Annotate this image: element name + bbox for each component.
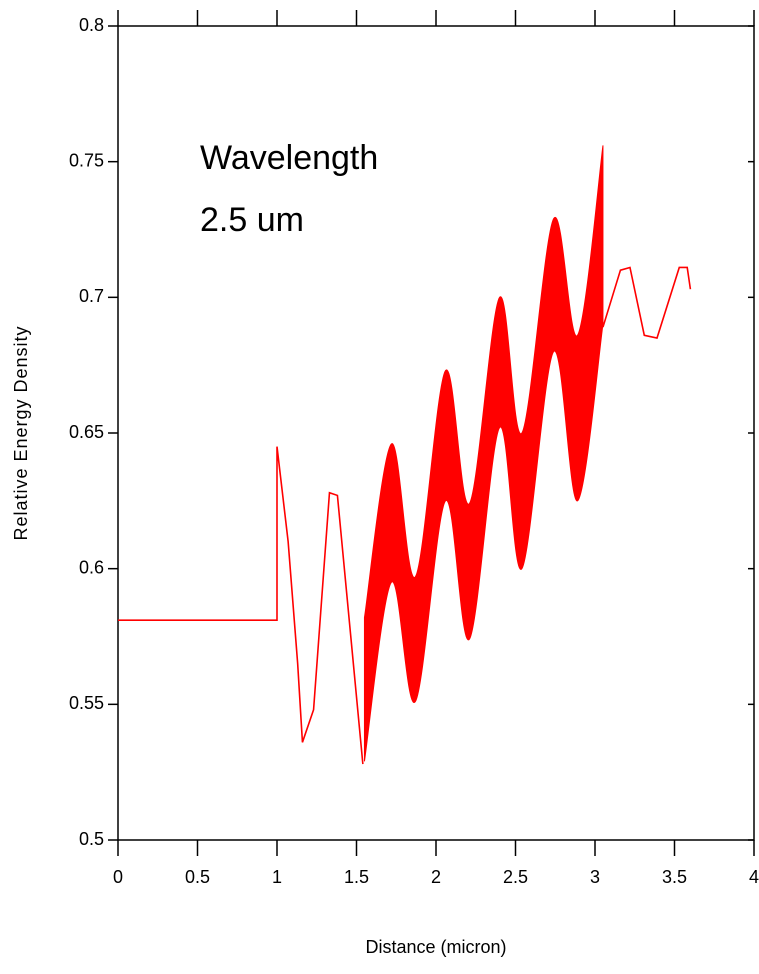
x-tick-label: 1 <box>272 867 282 887</box>
y-axis-label: Relative Energy Density <box>11 325 31 540</box>
y-tick-label: 0.55 <box>69 693 104 713</box>
y-tick-label: 0.75 <box>69 150 104 170</box>
y-tick-label: 0.7 <box>79 286 104 306</box>
annotation: 2.5 um <box>200 201 304 239</box>
y-tick-label: 0.8 <box>79 15 104 35</box>
x-tick-label: 2.5 <box>503 867 528 887</box>
annotation: Wavelength <box>200 139 378 177</box>
x-tick-label: 0 <box>113 867 123 887</box>
x-tick-label: 4 <box>749 867 759 887</box>
x-tick-label: 2 <box>431 867 441 887</box>
y-tick-label: 0.65 <box>69 422 104 442</box>
line <box>118 446 364 765</box>
x-tick-label: 1.5 <box>344 867 369 887</box>
x-tick-label: 3.5 <box>662 867 687 887</box>
y-tick-label: 0.6 <box>79 557 104 577</box>
line <box>602 266 692 339</box>
x-axis-label: Distance (micron) <box>365 937 506 957</box>
y-tick-label: 0.5 <box>79 829 104 849</box>
x-tick-label: 0.5 <box>185 867 210 887</box>
oscillation-band <box>363 145 604 762</box>
x-tick-label: 3 <box>590 867 600 887</box>
